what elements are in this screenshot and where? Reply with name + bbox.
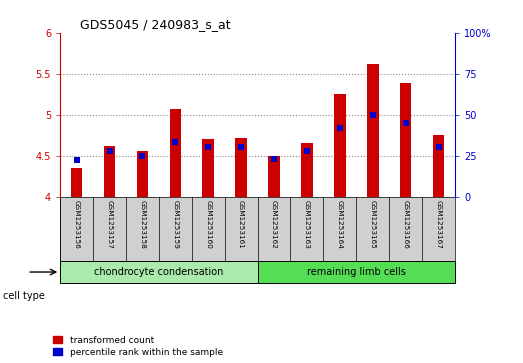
Text: cell type: cell type [3, 291, 44, 301]
Bar [334, 94, 346, 196]
Text: GSM1253162: GSM1253162 [271, 200, 277, 249]
Text: GSM1253167: GSM1253167 [436, 200, 441, 249]
Text: GSM1253164: GSM1253164 [337, 200, 343, 249]
Legend: transformed count, percentile rank within the sample: transformed count, percentile rank withi… [52, 334, 224, 359]
Text: GSM1253163: GSM1253163 [304, 200, 310, 249]
Bar [367, 64, 379, 196]
Text: GSM1253159: GSM1253159 [172, 200, 178, 249]
Bar [235, 138, 247, 196]
Bar [137, 151, 148, 196]
Bar [169, 109, 181, 196]
Bar [301, 143, 313, 196]
Text: GSM1253165: GSM1253165 [370, 200, 376, 249]
Bar [60, 261, 257, 283]
Bar [433, 135, 445, 196]
Bar [202, 139, 214, 196]
Text: GSM1253157: GSM1253157 [107, 200, 112, 249]
Text: GSM1253158: GSM1253158 [140, 200, 145, 249]
Bar [268, 156, 280, 196]
Bar [400, 83, 412, 196]
Text: GDS5045 / 240983_s_at: GDS5045 / 240983_s_at [80, 19, 231, 32]
Text: GSM1253166: GSM1253166 [403, 200, 408, 249]
Text: GSM1253156: GSM1253156 [74, 200, 79, 249]
Text: remaining limb cells: remaining limb cells [307, 267, 406, 277]
Text: GSM1253160: GSM1253160 [205, 200, 211, 249]
Bar [104, 146, 115, 196]
Text: GSM1253161: GSM1253161 [238, 200, 244, 249]
Bar [71, 168, 82, 196]
Text: chondrocyte condensation: chondrocyte condensation [94, 267, 223, 277]
Bar [257, 261, 455, 283]
